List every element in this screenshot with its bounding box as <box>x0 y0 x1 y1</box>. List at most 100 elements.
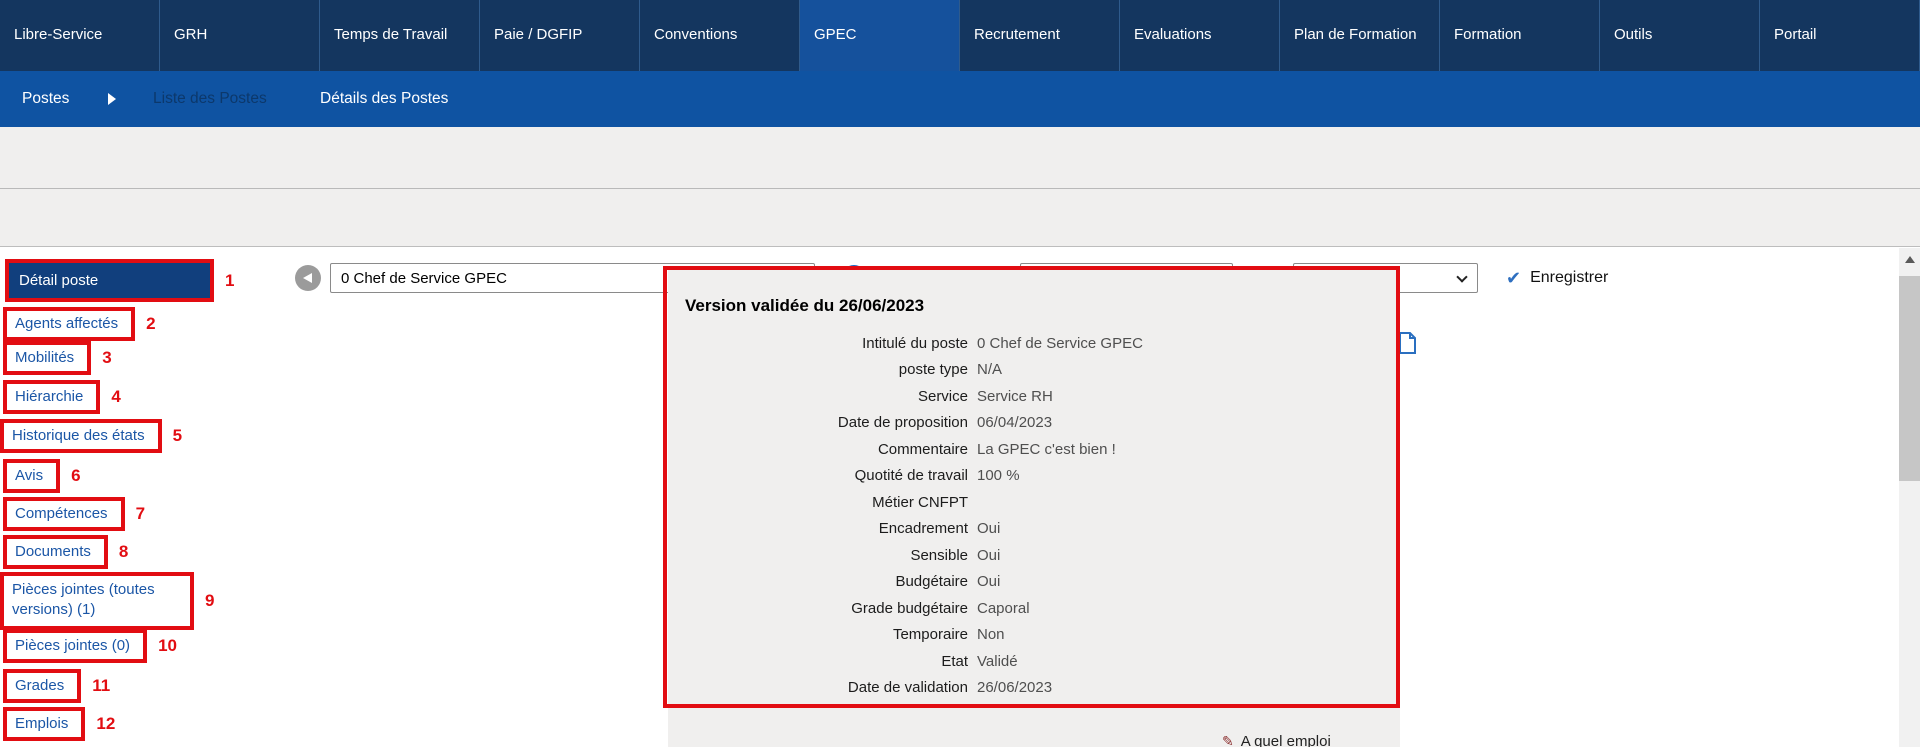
annotation-number: 1 <box>225 270 235 290</box>
field-value: Oui <box>977 520 1001 538</box>
field-value: Caporal <box>977 599 1030 617</box>
field-value: N/A <box>977 361 1003 379</box>
sidebar-item-hierarchie[interactable]: Hiérarchie 4 <box>3 380 121 414</box>
sidebar-item-label: Grades <box>7 673 78 699</box>
tab-temps-de-travail[interactable]: Temps de Travail <box>320 0 480 71</box>
tab-grh[interactable]: GRH <box>160 0 320 71</box>
field-value: Service RH <box>977 387 1053 405</box>
sidebar-item-pieces-jointes[interactable]: Pièces jointes (0) 10 <box>3 629 177 663</box>
sidebar-item-label: Pièces jointes (toutes versions) (1) <box>4 576 190 626</box>
sidebar-item-documents[interactable]: Documents 8 <box>3 535 128 569</box>
annotation-number: 4 <box>111 387 121 406</box>
tab-outils[interactable]: Outils <box>1600 0 1760 71</box>
arrow-left-icon <box>302 273 312 283</box>
field-row-commentaire: Commentaire La GPEC c'est bien ! <box>668 436 1400 463</box>
field-row-budgetaire: Budgétaire Oui <box>668 569 1400 596</box>
field-label: Service <box>917 387 968 405</box>
top-navigation: Libre-Service GRH Temps de Travail Paie … <box>0 0 1920 71</box>
field-label: Sensible <box>910 546 968 564</box>
chevron-down-icon <box>1456 271 1468 283</box>
annotation-number: 12 <box>96 714 116 733</box>
sidebar-item-competences[interactable]: Compétences 7 <box>3 497 145 531</box>
field-row-poste-type: poste type N/A <box>668 357 1400 384</box>
field-row-temporaire: Temporaire Non <box>668 622 1400 649</box>
arrow-up-icon <box>1904 255 1915 263</box>
field-label: Encadrement <box>878 520 968 538</box>
previous-poste-button[interactable] <box>295 265 321 291</box>
annotation-number: 5 <box>172 426 183 445</box>
tab-gpec[interactable]: GPEC <box>800 0 960 71</box>
field-label: Intitulé du poste <box>862 334 968 352</box>
sidebar-item-label: Documents <box>7 539 104 565</box>
breadcrumb-item-liste-des-postes[interactable]: Liste des Postes <box>153 90 267 107</box>
sidebar-item-detail-poste[interactable]: Détail poste 1 <box>5 259 234 302</box>
annotation-number: 8 <box>118 542 129 561</box>
poste-select-value: 0 Chef de Service GPEC <box>341 269 507 287</box>
sidebar-item-historique-des-etats[interactable]: Historique des états 5 <box>0 419 182 453</box>
field-value: 06/04/2023 <box>977 414 1053 432</box>
tab-formation[interactable]: Formation <box>1440 0 1600 71</box>
field-value: La GPEC c'est bien ! <box>977 440 1116 458</box>
field-row-service: Service Service RH <box>668 383 1400 410</box>
field-label: Grade budgétaire <box>851 599 968 617</box>
toolbar-divider <box>0 188 1920 189</box>
field-value: Validé <box>977 652 1018 670</box>
field-row-encadrement: Encadrement Oui <box>668 516 1400 543</box>
field-row-etat: Etat Validé <box>668 648 1400 675</box>
scrollbar-thumb[interactable] <box>1899 276 1920 481</box>
breadcrumb-section-postes[interactable]: Postes <box>22 90 70 107</box>
sidebar-item-label: Compétences <box>7 501 121 527</box>
field-value: 26/06/2023 <box>977 679 1053 697</box>
field-value: Oui <box>977 573 1001 591</box>
annotation-number: 2 <box>146 314 156 333</box>
sidebar-item-agents-affectes[interactable]: Agents affectés 2 <box>3 307 156 341</box>
tab-conventions[interactable]: Conventions <box>640 0 800 71</box>
sidebar-item-label: Hiérarchie <box>7 384 97 410</box>
field-row-date-de-validation: Date de validation 26/06/2023 <box>668 675 1400 702</box>
field-label: Date de proposition <box>837 414 968 432</box>
sidebar-item-grades[interactable]: Grades 11 <box>3 669 110 703</box>
sidebar-item-label: Détail poste <box>9 263 210 298</box>
tab-libre-service[interactable]: Libre-Service <box>0 0 160 71</box>
field-row-quotite-de-travail: Quotité de travail 100 % <box>668 463 1400 490</box>
sidebar-item-mobilites[interactable]: Mobilités 3 <box>3 341 112 375</box>
document-icon <box>1399 332 1416 354</box>
breadcrumb-arrow-icon[interactable] <box>108 71 116 127</box>
field-label: poste type <box>898 361 968 379</box>
field-list: Intitulé du poste 0 Chef de Service GPEC… <box>668 330 1400 701</box>
partial-bottom-link[interactable]: ✎ A quel emploi <box>1222 733 1331 747</box>
tab-evaluations[interactable]: Evaluations <box>1120 0 1280 71</box>
sidebar-item-avis[interactable]: Avis 6 <box>3 459 81 493</box>
field-label: Métier CNFPT <box>872 493 968 511</box>
tab-paie-dgfip[interactable]: Paie / DGFIP <box>480 0 640 71</box>
annotation-number: 7 <box>135 504 146 523</box>
save-button[interactable]: ✔ Enregistrer <box>1506 263 1608 293</box>
field-label: Temporaire <box>892 626 968 644</box>
field-value: Oui <box>977 546 1001 564</box>
field-row-intitule-du-poste: Intitulé du poste 0 Chef de Service GPEC <box>668 330 1400 357</box>
new-document-button[interactable] <box>1398 332 1417 360</box>
sidebar-item-pieces-jointes-toutes-versions[interactable]: Pièces jointes (toutes versions) (1) 9 <box>0 572 214 630</box>
breadcrumb: Postes Liste des Postes Détails des Post… <box>0 71 1920 127</box>
panel-title: Version validée du 26/06/2023 <box>685 296 925 315</box>
tab-portail[interactable]: Portail <box>1760 0 1920 71</box>
field-label: Budgétaire <box>895 573 968 591</box>
checkmark-icon: ✔ <box>1506 267 1522 288</box>
breadcrumb-item-details-des-postes[interactable]: Détails des Postes <box>320 90 449 107</box>
sidebar-item-label: Agents affectés <box>7 311 132 337</box>
field-label: Commentaire <box>877 440 968 458</box>
field-value: 100 % <box>977 467 1020 485</box>
field-label: Quotité de travail <box>854 467 968 485</box>
annotation-number: 9 <box>205 590 215 610</box>
scroll-up-button[interactable] <box>1899 248 1920 270</box>
sidebar-item-label: Emplois <box>7 711 82 737</box>
sidebar-item-emplois[interactable]: Emplois 12 <box>3 707 115 741</box>
annotation-number: 3 <box>102 348 112 367</box>
vertical-scrollbar[interactable] <box>1899 248 1920 747</box>
field-row-metier-cnfpt: Métier CNFPT <box>668 489 1400 516</box>
field-row-sensible: Sensible Oui <box>668 542 1400 569</box>
annotation-number: 11 <box>92 676 111 695</box>
sidebar-item-label: Avis <box>7 463 57 489</box>
tab-plan-de-formation[interactable]: Plan de Formation <box>1280 0 1440 71</box>
tab-recrutement[interactable]: Recrutement <box>960 0 1120 71</box>
